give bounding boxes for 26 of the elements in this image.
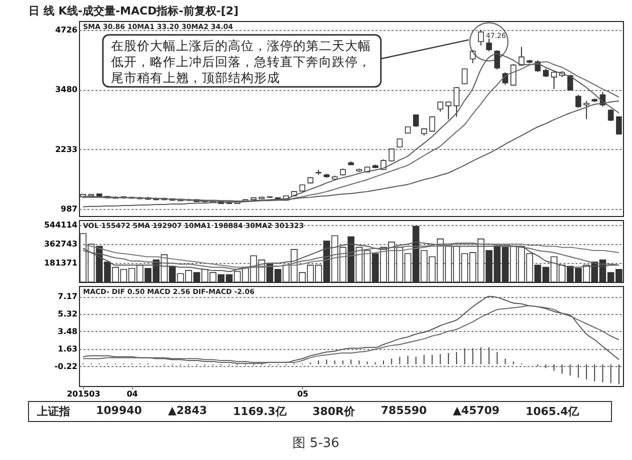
text: ▲2843 [168,404,208,419]
y-tick-label: 181371 [44,258,78,268]
y-tick-label: 987 [60,204,78,214]
y-tick-label: -0.22 [54,362,78,371]
text: ▲45709 [452,404,500,419]
x-tick-label: 201503 [66,390,100,398]
y-tick-label: 2233 [55,144,78,154]
y-tick-label: 7.17 [58,292,78,302]
x-tick-label: 05 [297,390,309,398]
text: 1065.4亿 [526,404,580,419]
y-tick-label: 362743 [44,239,78,248]
text: 1169.3亿 [233,404,286,419]
text: 上证指 [37,404,70,419]
text: 380R价 [312,404,355,419]
y-tick-label: 544114 [44,220,78,230]
text: 785590 [380,404,427,419]
y-tick-label: 4726 [55,25,78,34]
caption: 图 5-36 [292,435,340,452]
y-tick-label: 3480 [55,85,78,94]
y-tick-label: 3.48 [58,326,78,336]
y-tick-label: 1.63 [58,344,78,354]
y-tick-label: 5.32 [58,310,78,319]
text: 109940 [96,404,142,419]
annotation: 在股价大幅上涨后的高位，涨停的第二天大幅低开，略作上冲后回落，急转直下奔向跌停，尾市稍有上翘，顶部结构形成 [110,38,371,85]
x-tick-label: 04 [126,390,138,398]
chart-title: 日 线 K线-成交量-MACD指标-前复权-[2] [28,4,239,18]
